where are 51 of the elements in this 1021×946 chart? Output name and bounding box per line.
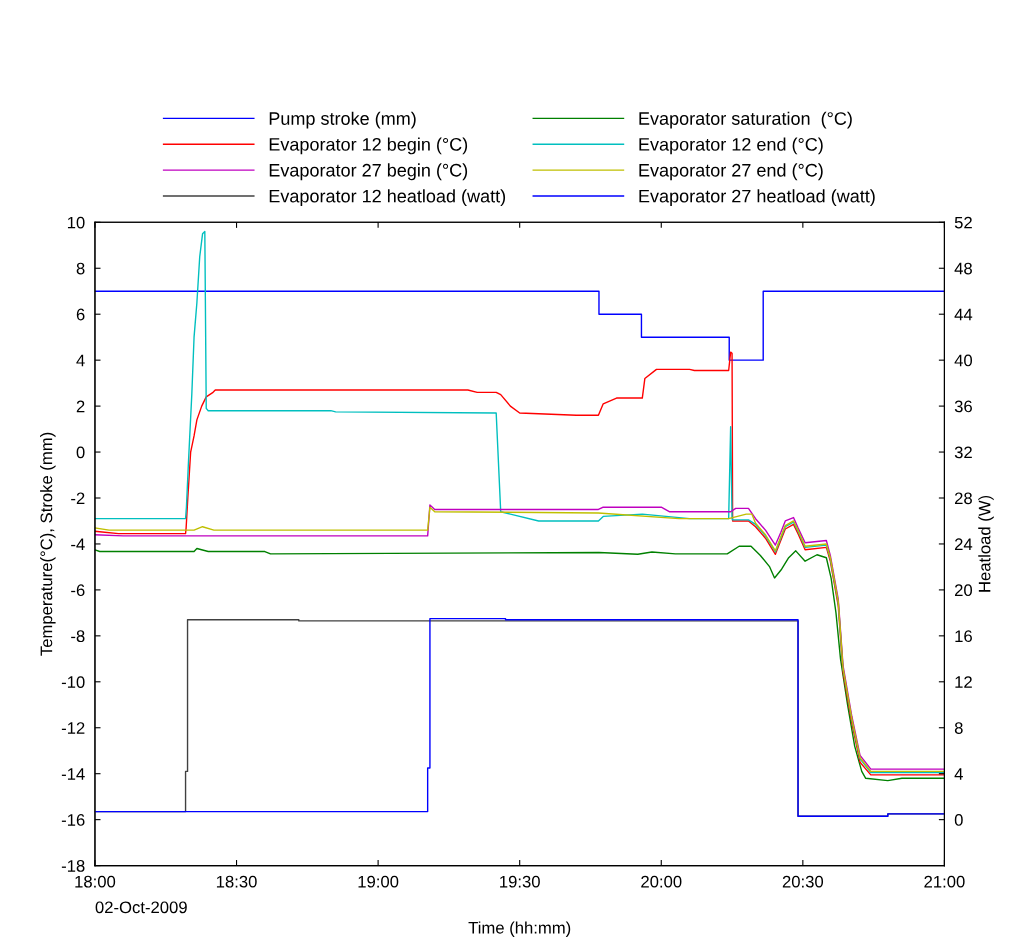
y2-tick-label: 44	[954, 308, 973, 321]
y-axis-title: Temperature(°C), Stroke (mm)	[40, 432, 56, 656]
y2-tick-label: 24	[954, 538, 973, 550]
x-tick-label: 18:30	[216, 875, 257, 888]
y-tick-label: 4	[76, 354, 85, 367]
y-tick-label: -4	[71, 538, 85, 550]
legend-label: Evaporator 27 begin (°C)	[269, 163, 468, 181]
y2-tick-label: 12	[955, 676, 972, 688]
legend-label: Evaporator 27 end (°C)	[639, 163, 823, 181]
x-axis-title: Time (hh:mm)	[468, 921, 571, 937]
y2-tick-label: 4	[954, 768, 963, 780]
x-tick-label: 20:00	[641, 875, 682, 888]
y2-tick-label: 28	[954, 492, 972, 505]
legend-label: Evaporator 12 end (°C)	[639, 137, 823, 155]
y2-tick-label: 36	[954, 400, 972, 413]
x-tick-label: 19:00	[358, 875, 399, 888]
y2-tick-label: 40	[954, 354, 973, 367]
y-tick-label: -14	[61, 768, 85, 780]
y2-tick-label: 8	[954, 722, 963, 734]
y2-tick-label: 52	[954, 216, 972, 229]
y-tick-label: -6	[71, 584, 85, 597]
y-tick-label: -8	[71, 630, 85, 643]
y-tick-label: 2	[76, 400, 85, 413]
y-tick-label: -2	[71, 492, 85, 505]
y2-tick-label: 20	[954, 584, 973, 597]
y-tick-label: -18	[61, 859, 85, 872]
y2-tick-label: 16	[955, 630, 972, 643]
x-tick-label: 21:00	[924, 875, 965, 888]
x-tick-label: 20:30	[782, 875, 824, 888]
y-tick-label: -10	[61, 676, 85, 688]
y-tick-label: -12	[61, 722, 85, 734]
x-tick-label: 19:30	[500, 875, 540, 888]
y-tick-label: 10	[67, 216, 85, 229]
legend-label: Evaporator saturation (°C)	[639, 111, 852, 129]
line-series	[94, 351, 945, 776]
y-tick-label: 0	[76, 446, 85, 459]
y-tick-label: 8	[76, 262, 85, 275]
y2-tick-label: 48	[954, 262, 972, 275]
x-tick-label: 18:00	[75, 875, 116, 888]
legend-label: Evaporator 12 heatload (watt)	[269, 189, 506, 207]
y-tick-label: 6	[76, 308, 85, 321]
legend-label: Pump stroke (mm)	[269, 111, 416, 129]
legend-label: Evaporator 27 heatload (watt)	[639, 189, 875, 207]
y2-tick-label: 0	[954, 814, 963, 826]
line-series	[94, 230, 945, 774]
y-tick-label: -16	[61, 814, 85, 826]
text: 02-Oct-2009	[95, 901, 187, 914]
y2-axis-title: Heatload (W)	[978, 495, 994, 592]
line-series	[94, 545, 945, 782]
legend-label: Evaporator 12 begin (°C)	[269, 137, 468, 155]
y2-tick-label: 32	[954, 446, 972, 459]
